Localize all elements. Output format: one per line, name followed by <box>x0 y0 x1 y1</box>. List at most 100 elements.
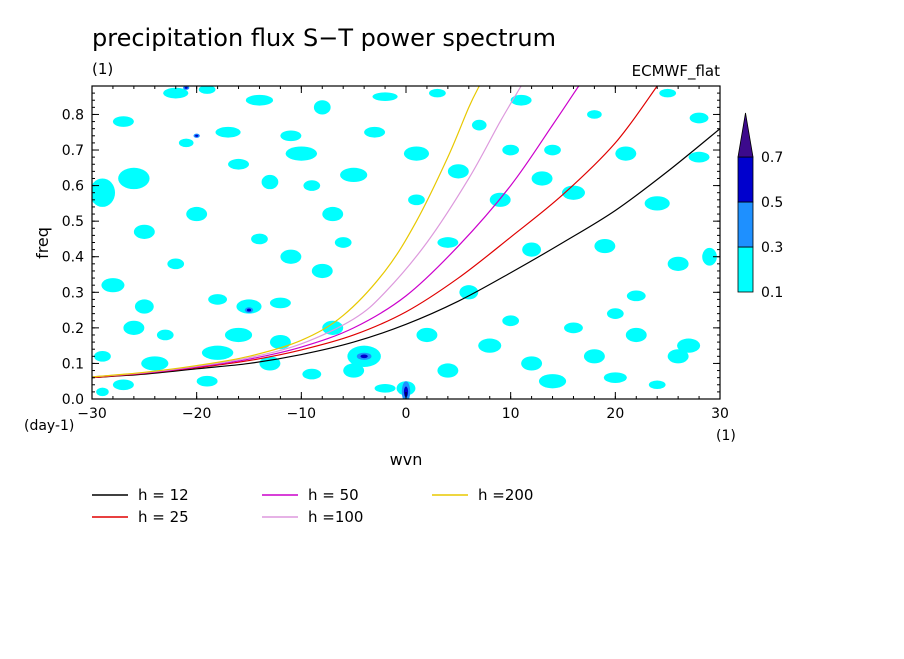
contour-blob <box>343 363 365 378</box>
legend: h = 12 h = 25 h = 50 h =100 h =200 <box>92 486 533 526</box>
dispersion-curves-layer <box>92 86 720 379</box>
contour-blob <box>372 92 398 101</box>
contour-blob <box>236 299 262 314</box>
y-tick-label: 0.3 <box>62 285 84 301</box>
legend-entry-label: h = 50 <box>308 486 359 504</box>
contour-blob <box>311 263 333 279</box>
contour-blob <box>215 126 241 138</box>
contour-blob <box>437 237 459 248</box>
contour-blob <box>364 126 386 138</box>
contour-blob <box>334 237 352 248</box>
contour-blob <box>644 196 670 211</box>
contour-blob <box>322 206 344 222</box>
legend-entry-label: h = 12 <box>138 486 189 504</box>
contour-blob <box>302 368 322 380</box>
dispersion-curve <box>92 86 480 378</box>
contour-blob <box>677 338 701 353</box>
y-unit-label: (day-1) <box>24 418 74 434</box>
contour-blob <box>606 308 624 319</box>
contour-blob <box>118 167 150 190</box>
contour-blob <box>208 294 228 305</box>
contour-blob <box>280 130 302 142</box>
contour-blob <box>201 345 234 360</box>
plot-frame <box>91 85 721 400</box>
y-tick-label: 0.4 <box>62 250 84 266</box>
x-tick-label: 10 <box>502 406 520 422</box>
contour-blob-core <box>184 86 188 89</box>
contour-blob-core <box>403 386 409 398</box>
contour-blob-core <box>195 134 199 137</box>
contour-blob <box>689 112 709 124</box>
chart-title: precipitation flux S−T power spectrum <box>92 24 556 52</box>
units-left: (1) <box>92 60 113 78</box>
contour-blob <box>322 320 344 335</box>
contour-blob <box>459 285 479 300</box>
x-tick-label: 20 <box>606 406 624 422</box>
dispersion-curve <box>92 86 658 379</box>
contour-blob <box>478 338 502 353</box>
colorbar-label: 0.3 <box>761 240 783 256</box>
contour-blob <box>702 247 717 266</box>
contour-blob <box>163 87 189 99</box>
contour-blob <box>133 224 155 239</box>
y-tick-label: 0.1 <box>62 356 84 372</box>
contour-blob <box>245 94 274 106</box>
contour-blob <box>112 379 134 391</box>
contour-blob <box>269 297 291 309</box>
x-axis-ticks: −30 −20 −10 0 10 20 30 <box>77 86 729 422</box>
legend-entry-label: h =100 <box>308 508 363 526</box>
contour-blob <box>564 322 583 334</box>
contour-blob <box>587 110 602 119</box>
contour-blob <box>403 146 430 161</box>
x-unit-label: (1) <box>716 428 736 444</box>
contour-blob <box>96 387 109 397</box>
colorbar-segment <box>737 246 754 293</box>
contour-blob <box>261 174 279 190</box>
contour-blob <box>251 233 268 245</box>
contour-blob <box>123 320 145 335</box>
contour-blob <box>521 356 543 371</box>
y-tick-label: 0.6 <box>62 179 84 195</box>
contour-blob <box>94 350 111 362</box>
contour-blob <box>408 194 425 206</box>
dispersion-curve <box>92 128 720 379</box>
contour-blob <box>340 167 368 183</box>
contour-blob <box>688 151 710 163</box>
contour-blob <box>429 88 446 98</box>
colorbar-arrow <box>737 112 754 158</box>
legend-entry-label: h = 25 <box>138 508 189 526</box>
contour-blob <box>626 290 646 302</box>
contour-blob <box>416 327 438 343</box>
contour-blob <box>112 116 134 127</box>
contour-blob <box>141 356 169 371</box>
colorbar-segment <box>737 201 754 248</box>
contour-blob <box>178 138 194 148</box>
contour-blob <box>186 206 208 222</box>
contour-blob <box>489 192 511 207</box>
contour-blob-core <box>360 354 368 359</box>
contour-blob <box>667 256 689 271</box>
contour-blob <box>667 349 689 364</box>
x-tick-label: −20 <box>182 406 212 422</box>
model-label: ECMWF_flat <box>632 62 720 81</box>
x-tick-label: 0 <box>402 406 411 422</box>
y-tick-label: 0.7 <box>62 143 84 159</box>
colorbar-label: 0.7 <box>761 150 783 166</box>
contour-blob <box>583 349 605 364</box>
y-tick-label: 0.5 <box>62 214 84 230</box>
contour-blob <box>196 375 218 387</box>
contour-blob-core <box>246 308 252 312</box>
contour-blob <box>269 334 291 350</box>
contour-blob <box>313 100 331 115</box>
contour-blob <box>510 94 532 106</box>
contour-blob <box>198 86 216 94</box>
contour-blob <box>101 278 125 293</box>
contour-blob <box>437 363 459 378</box>
contour-blob <box>502 144 520 156</box>
x-axis-label: wvn <box>390 450 423 469</box>
contour-blob <box>285 146 318 161</box>
contour-blob <box>167 258 185 270</box>
contour-blob <box>648 380 666 390</box>
